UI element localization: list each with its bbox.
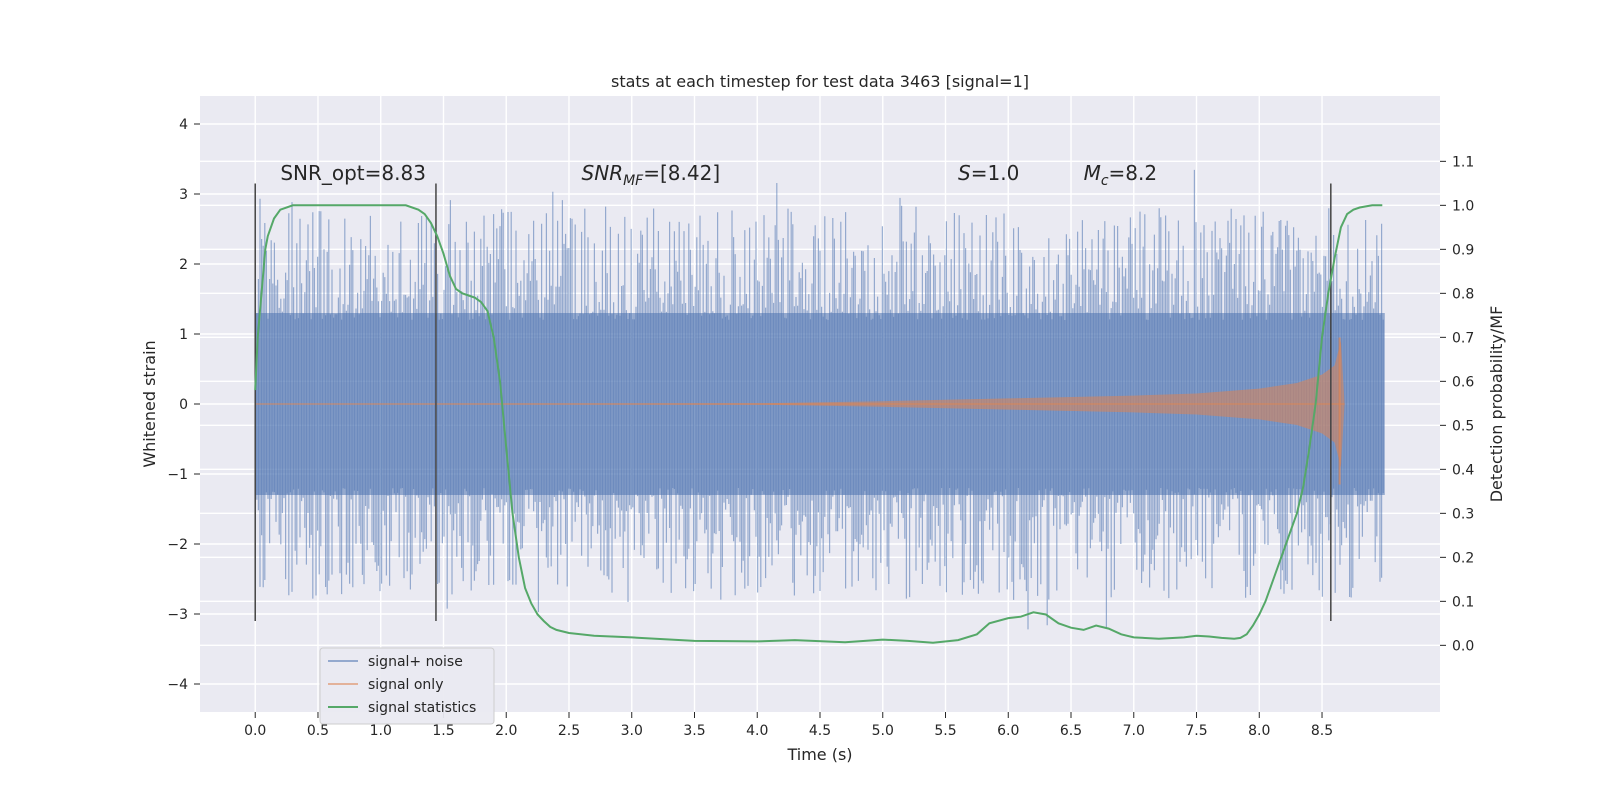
x-tick-label: 6.0 xyxy=(997,723,1019,739)
y-tick-label: −3 xyxy=(167,607,188,623)
y2-tick-label: 1.1 xyxy=(1452,154,1474,170)
x-tick-label: 7.5 xyxy=(1185,723,1207,739)
y2-tick-label: 0.3 xyxy=(1452,506,1474,522)
legend-label-stats: signal statistics xyxy=(368,700,476,716)
y-tick-label: 3 xyxy=(179,187,188,203)
y2-tick-label: 0.5 xyxy=(1452,418,1474,434)
x-tick-label: 4.5 xyxy=(809,723,831,739)
y-tick-label: 0 xyxy=(179,397,188,413)
y-tick-label: 2 xyxy=(179,257,188,273)
y2-tick-label: 1.0 xyxy=(1452,198,1474,214)
x-tick-label: 4.0 xyxy=(746,723,768,739)
x-tick-label: 2.5 xyxy=(558,723,580,739)
vertical-markers xyxy=(254,183,1332,621)
y2-tick-label: 0.1 xyxy=(1452,594,1474,610)
y2-tick-label: 0.7 xyxy=(1452,330,1474,346)
annotations: SNR_opt=8.83 SNRMF=[8.42] S=1.0 Mc=8.2 xyxy=(280,161,1157,189)
y2-axis-label: Detection probability/MF xyxy=(1487,306,1506,503)
y-tick-label: −4 xyxy=(167,677,188,693)
x-tick-label: 1.5 xyxy=(432,723,454,739)
annotation: Mc=8.2 xyxy=(1084,161,1158,189)
y-tick-label: −1 xyxy=(167,467,188,483)
x-tick-label: 5.5 xyxy=(934,723,956,739)
x-tick-label: 1.0 xyxy=(370,723,392,739)
x-tick-label: 5.0 xyxy=(872,723,894,739)
y2-tick-label: 0.6 xyxy=(1452,374,1474,390)
legend-box xyxy=(319,647,495,725)
y2-tick-label: 0.2 xyxy=(1452,550,1474,566)
y-axis-label: Whitened strain xyxy=(140,340,159,467)
y2-tick-label: 0.4 xyxy=(1452,462,1474,478)
y-tick-label: 1 xyxy=(179,327,188,343)
statistics-line xyxy=(254,204,1383,644)
chart-title: stats at each timestep for test data 346… xyxy=(611,72,1029,91)
x-tick-label: 7.0 xyxy=(1123,723,1145,739)
signal-statistics-series xyxy=(254,204,1383,644)
x-tick-label: 6.5 xyxy=(1060,723,1082,739)
legend-label-noise: signal+ noise xyxy=(368,654,463,670)
x-tick-label: 0.0 xyxy=(244,723,266,739)
tick-labels: 0.0 0.5 1.0 1.5 2.0 2.5 3.0 3.5 4.0 4.5 5.0 5.5 6.0 6… xyxy=(167,117,1474,739)
legend: signal+ noise signal only signal statist… xyxy=(319,647,495,725)
x-tick-label: 3.0 xyxy=(621,723,643,739)
x-axis-label: Time (s) xyxy=(786,745,852,764)
legend-label-signal: signal only xyxy=(368,677,443,693)
x-tick-label: 8.5 xyxy=(1311,723,1333,739)
y2-tick-label: 0.0 xyxy=(1452,638,1474,654)
annotation: S=1.0 xyxy=(958,161,1019,185)
y-tick-label: 4 xyxy=(179,117,188,133)
annotation: SNRMF=[8.42] xyxy=(582,161,721,189)
x-tick-label: 3.5 xyxy=(683,723,705,739)
y2-tick-label: 0.8 xyxy=(1452,286,1474,302)
x-tick-label: 0.5 xyxy=(307,723,329,739)
signal-only-series xyxy=(255,337,1345,485)
x-tick-label: 8.0 xyxy=(1248,723,1270,739)
x-tick-label: 2.0 xyxy=(495,723,517,739)
y2-tick-label: 0.9 xyxy=(1452,242,1474,258)
annotation: SNR_opt=8.83 xyxy=(280,161,426,185)
y-tick-label: −2 xyxy=(167,537,188,553)
